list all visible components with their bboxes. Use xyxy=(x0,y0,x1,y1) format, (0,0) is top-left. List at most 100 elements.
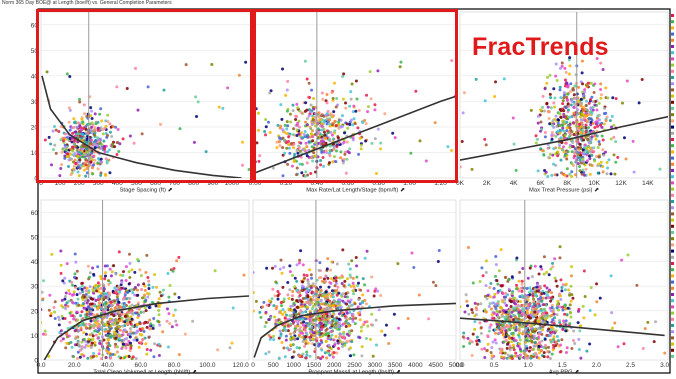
data-point xyxy=(321,156,325,160)
data-point xyxy=(158,323,162,327)
data-point xyxy=(572,111,576,115)
data-point xyxy=(107,329,111,333)
data-point xyxy=(532,302,536,306)
data-point xyxy=(123,320,127,324)
data-point xyxy=(602,112,606,116)
data-point xyxy=(597,113,601,117)
data-point xyxy=(59,249,63,253)
data-point xyxy=(592,91,596,95)
plot-area xyxy=(252,199,457,361)
data-point xyxy=(128,349,132,353)
data-point xyxy=(587,101,591,105)
data-point xyxy=(624,157,628,161)
data-point xyxy=(333,129,337,133)
data-point xyxy=(68,292,72,296)
data-point xyxy=(577,85,581,89)
data-point xyxy=(264,310,268,314)
data-point xyxy=(67,158,71,162)
data-point xyxy=(541,296,545,300)
data-point xyxy=(333,284,337,288)
data-point xyxy=(53,317,57,321)
data-point xyxy=(561,305,565,309)
data-point xyxy=(570,265,574,269)
data-point xyxy=(109,300,113,304)
data-point xyxy=(540,316,544,320)
data-point xyxy=(508,344,512,348)
data-point xyxy=(147,286,151,290)
data-point xyxy=(591,100,595,104)
data-point xyxy=(598,296,602,300)
data-point xyxy=(487,304,491,308)
data-point xyxy=(89,345,93,349)
data-point xyxy=(361,301,365,305)
data-point xyxy=(166,345,170,349)
data-point xyxy=(291,273,295,277)
data-point xyxy=(412,265,416,269)
data-point xyxy=(263,325,267,329)
data-point xyxy=(144,342,148,346)
data-point xyxy=(77,343,81,347)
data-point xyxy=(72,168,76,172)
data-point xyxy=(71,314,75,318)
data-point xyxy=(473,301,477,305)
data-point xyxy=(297,146,301,150)
data-point xyxy=(82,126,86,130)
data-point xyxy=(333,319,337,323)
data-point xyxy=(114,331,118,335)
data-point xyxy=(80,152,84,156)
data-point xyxy=(585,99,589,103)
data-point xyxy=(64,307,68,311)
data-point xyxy=(543,130,547,134)
data-point xyxy=(304,341,308,345)
data-point xyxy=(335,96,339,100)
data-point xyxy=(84,174,88,178)
data-point xyxy=(470,340,474,344)
data-point xyxy=(601,138,605,142)
data-point xyxy=(582,126,586,130)
data-point xyxy=(549,309,553,313)
data-point xyxy=(549,267,553,271)
data-point xyxy=(549,327,553,331)
data-point xyxy=(127,300,131,304)
data-point xyxy=(337,312,341,316)
data-point xyxy=(518,338,522,342)
data-point xyxy=(466,245,470,249)
highlight-box-max-rate xyxy=(253,9,458,183)
data-point xyxy=(589,110,593,114)
data-point xyxy=(475,335,479,339)
data-point xyxy=(437,248,441,252)
data-point xyxy=(363,298,367,302)
data-point xyxy=(494,302,498,306)
data-point xyxy=(613,321,617,325)
data-point xyxy=(568,293,572,297)
data-point xyxy=(331,115,335,119)
data-point xyxy=(530,313,534,317)
data-point xyxy=(564,106,568,110)
data-point xyxy=(74,286,78,290)
data-point xyxy=(43,329,47,333)
data-point xyxy=(327,285,331,289)
data-point xyxy=(285,109,289,113)
data-point xyxy=(277,318,281,322)
data-point xyxy=(104,355,108,359)
data-point xyxy=(487,329,491,333)
data-point xyxy=(556,129,560,133)
data-point xyxy=(551,119,555,123)
data-point xyxy=(545,101,549,105)
legend-swatch xyxy=(671,162,674,166)
y-tick-label: 30 xyxy=(31,99,39,106)
data-point xyxy=(558,112,562,116)
data-point xyxy=(272,338,276,342)
data-point xyxy=(151,324,155,328)
data-point xyxy=(337,317,341,321)
data-point xyxy=(529,332,533,336)
data-point xyxy=(537,341,541,345)
data-point xyxy=(524,353,528,357)
legend-swatch xyxy=(671,51,674,55)
data-point xyxy=(603,150,607,154)
data-point xyxy=(334,160,338,164)
data-point xyxy=(290,164,294,168)
data-point xyxy=(578,169,582,173)
data-point xyxy=(549,299,553,303)
data-point xyxy=(142,282,146,286)
